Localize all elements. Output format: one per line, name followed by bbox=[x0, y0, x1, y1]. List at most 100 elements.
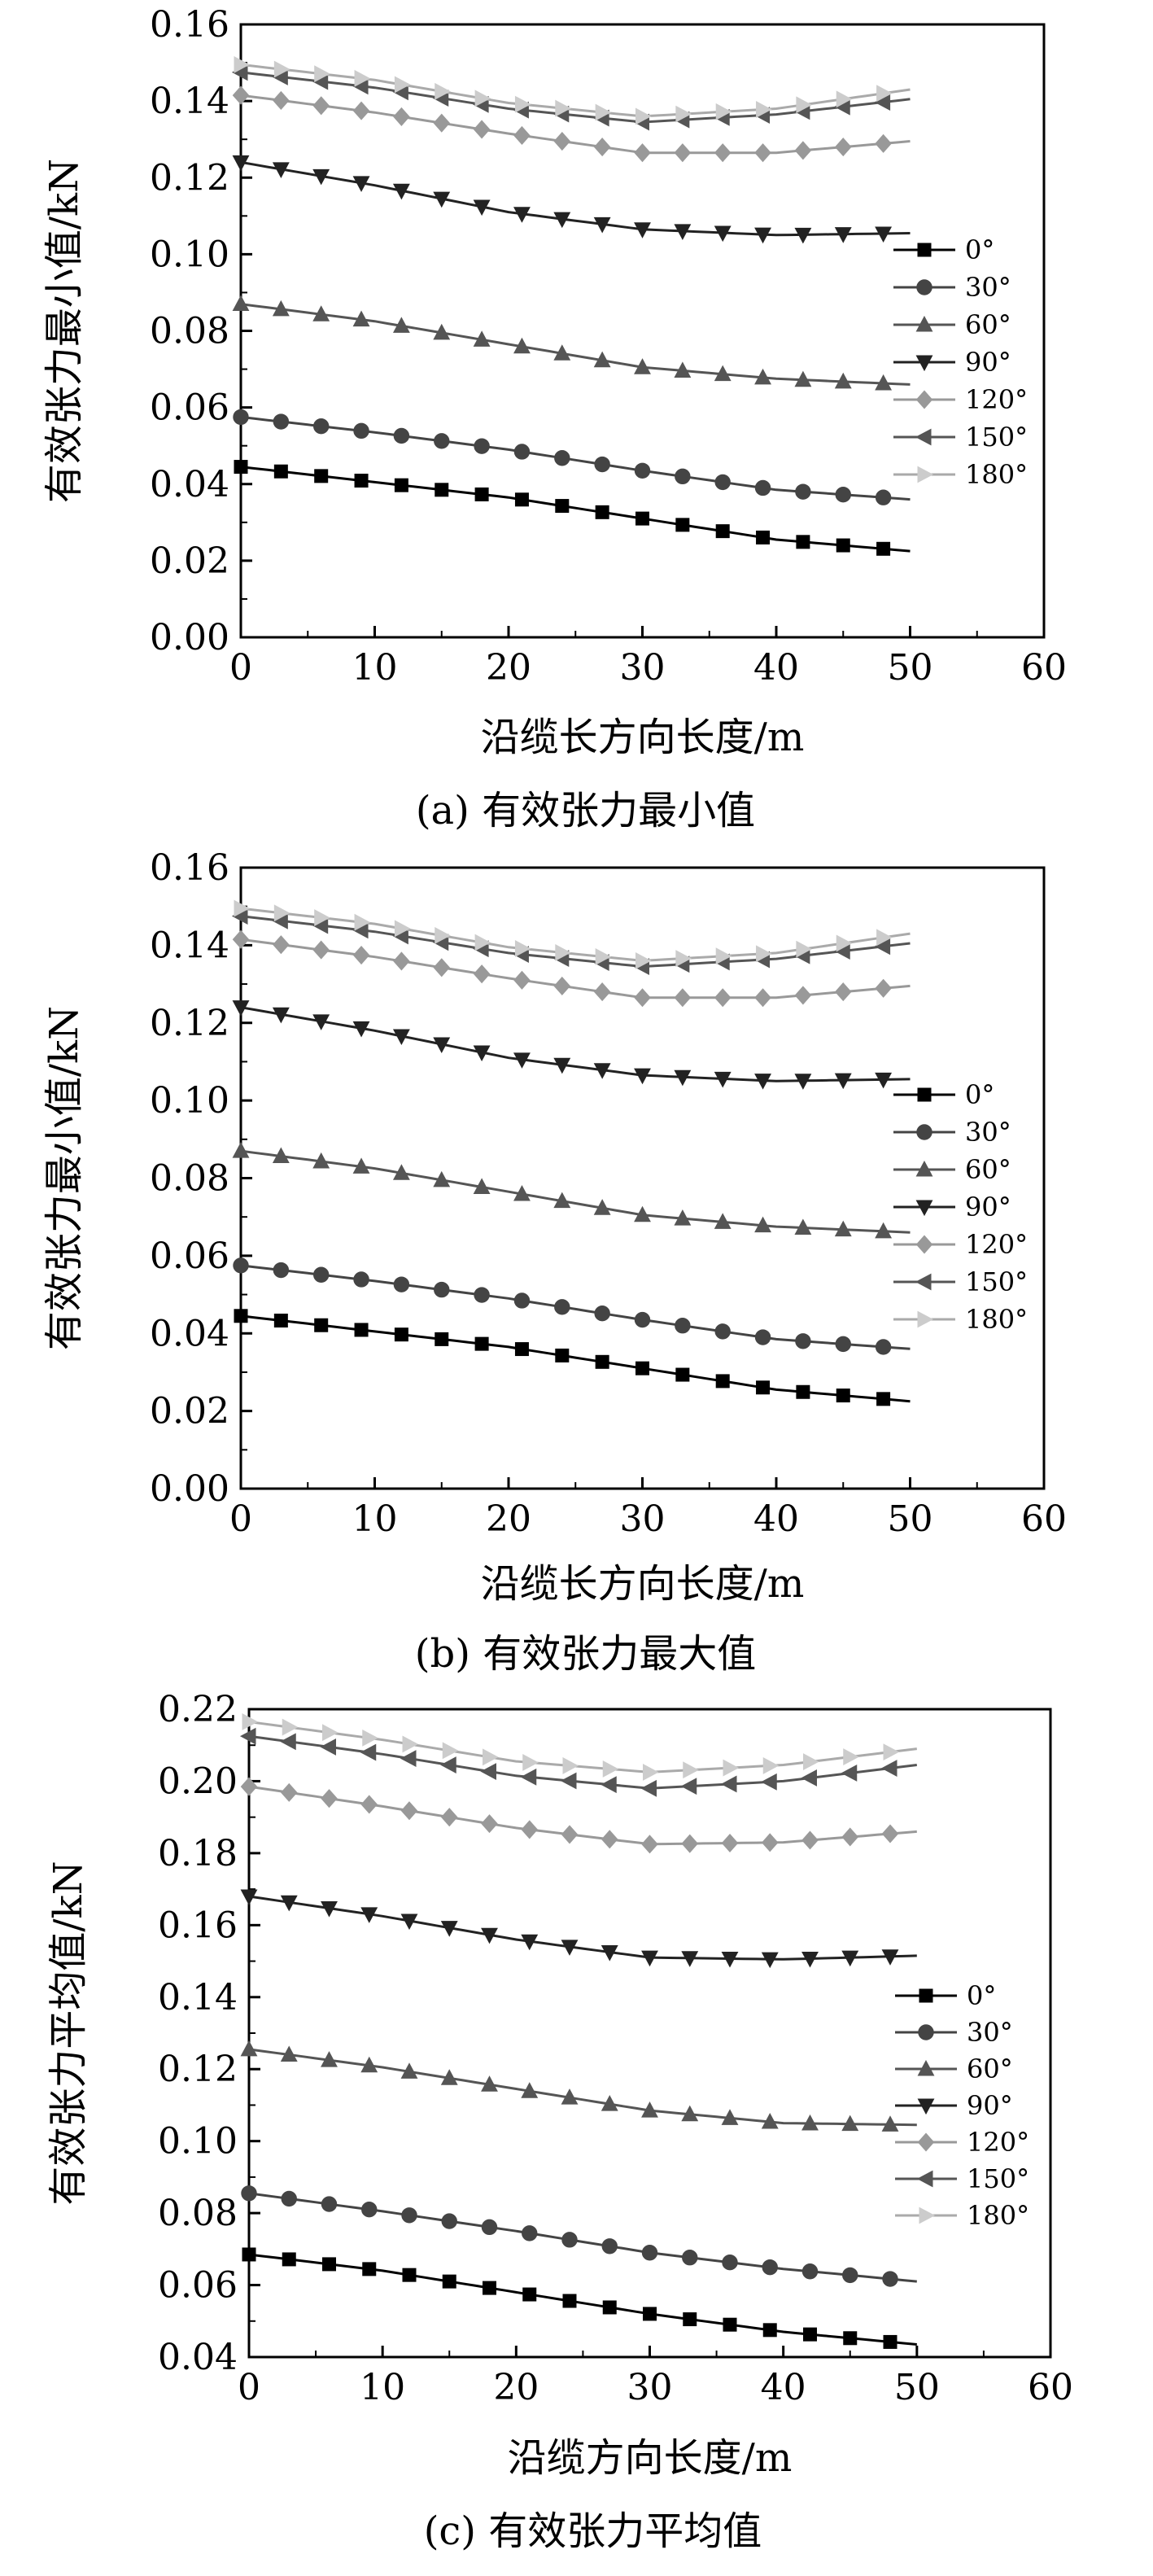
data-point bbox=[682, 2250, 698, 2266]
series-line bbox=[240, 160, 911, 237]
data-point bbox=[674, 224, 692, 240]
data-point bbox=[681, 2105, 699, 2122]
data-point bbox=[392, 1029, 410, 1046]
x-tick-label: 40 bbox=[753, 647, 799, 689]
data-point bbox=[402, 1735, 419, 1753]
legend-label: 30° bbox=[965, 1117, 1011, 1148]
data-point bbox=[754, 143, 771, 163]
data-point bbox=[392, 317, 410, 333]
data-point bbox=[360, 1795, 378, 1814]
panel-a: 0 10 20 30 40 50 60 0.00 0.02 0.04 0.06 0.08 0.10 0.1… bbox=[41, 4, 1067, 833]
data-point bbox=[834, 138, 852, 157]
data-point bbox=[834, 372, 852, 389]
data-point bbox=[354, 913, 371, 931]
data-point bbox=[721, 2109, 739, 2125]
data-point bbox=[240, 1777, 258, 1796]
data-point bbox=[280, 2045, 298, 2062]
y-tick-label: 0.04 bbox=[150, 1313, 229, 1354]
data-point bbox=[634, 462, 651, 479]
data-point bbox=[796, 1384, 810, 1399]
y-tick-label: 0.02 bbox=[150, 1391, 229, 1432]
data-point bbox=[835, 1336, 851, 1353]
data-point bbox=[762, 2259, 778, 2276]
x-tick-label: 0 bbox=[238, 2367, 260, 2408]
y-tick-label: 0.06 bbox=[158, 2265, 238, 2307]
data-point bbox=[401, 2207, 417, 2224]
data-point bbox=[882, 2271, 898, 2287]
x-tick-label: 20 bbox=[486, 1498, 531, 1540]
data-point bbox=[553, 212, 571, 229]
data-point bbox=[834, 982, 852, 1002]
data-point bbox=[481, 1927, 498, 1944]
data-point bbox=[513, 1292, 531, 1309]
data-point bbox=[674, 143, 692, 163]
legend-label: 0° bbox=[967, 1980, 996, 2011]
data-point bbox=[762, 2323, 777, 2338]
data-point bbox=[714, 474, 731, 491]
data-point bbox=[280, 1895, 298, 1912]
data-point bbox=[312, 96, 330, 116]
data-point bbox=[514, 492, 529, 507]
data-point bbox=[754, 479, 771, 496]
data-point bbox=[553, 1057, 571, 1074]
legend-label: 120° bbox=[965, 1229, 1028, 1260]
data-point bbox=[794, 141, 812, 160]
data-point bbox=[761, 1773, 777, 1791]
data-point bbox=[312, 940, 330, 960]
data-point bbox=[561, 1940, 579, 1956]
data-point bbox=[796, 535, 810, 549]
data-point bbox=[473, 1045, 491, 1062]
data-point bbox=[394, 920, 411, 938]
data-point bbox=[354, 69, 371, 87]
data-point bbox=[354, 474, 369, 488]
series-180° bbox=[234, 899, 911, 969]
data-point bbox=[352, 310, 370, 327]
data-point bbox=[240, 2040, 258, 2057]
data-point bbox=[440, 1808, 458, 1827]
data-point bbox=[481, 2219, 498, 2236]
data-point bbox=[393, 951, 410, 971]
data-point bbox=[272, 1147, 290, 1164]
legend-marker bbox=[915, 315, 933, 332]
y-tick-label: 0.16 bbox=[150, 847, 229, 889]
data-point bbox=[402, 2268, 417, 2282]
data-point bbox=[394, 76, 411, 94]
panel-b: 0 10 20 30 40 50 60 0.00 0.02 0.04 0.06 0.08 0.10 0.1… bbox=[41, 847, 1067, 1677]
legend-label: 60° bbox=[965, 309, 1011, 340]
data-point bbox=[675, 468, 691, 485]
data-point bbox=[841, 1765, 858, 1782]
data-point bbox=[875, 226, 893, 243]
series-90° bbox=[232, 155, 911, 244]
data-point bbox=[875, 1222, 893, 1239]
data-point bbox=[234, 899, 251, 917]
data-point bbox=[513, 125, 531, 146]
data-point bbox=[314, 909, 330, 926]
data-point bbox=[635, 107, 652, 125]
data-point bbox=[440, 1921, 458, 1937]
data-point bbox=[675, 1367, 690, 1382]
data-point bbox=[282, 1718, 299, 1736]
data-point bbox=[312, 1152, 330, 1169]
data-point bbox=[634, 358, 651, 374]
y-tick-label: 0.00 bbox=[150, 1468, 229, 1510]
y-tick-label: 0.22 bbox=[158, 1689, 238, 1730]
data-point bbox=[634, 988, 651, 1008]
series-120° bbox=[232, 85, 911, 163]
data-point bbox=[641, 1950, 658, 1967]
data-point bbox=[803, 1753, 819, 1770]
y-tick-label: 0.10 bbox=[158, 2121, 238, 2163]
data-point bbox=[836, 1389, 850, 1403]
data-point bbox=[352, 101, 370, 120]
data-point bbox=[314, 65, 330, 83]
y-tick-label: 0.00 bbox=[150, 617, 229, 658]
legend-label: 90° bbox=[967, 2090, 1013, 2121]
data-point bbox=[400, 2062, 418, 2079]
data-point bbox=[513, 1184, 531, 1201]
data-point bbox=[272, 300, 290, 317]
data-point bbox=[723, 2317, 737, 2332]
data-point bbox=[522, 2225, 538, 2241]
data-point bbox=[595, 505, 609, 519]
data-point bbox=[273, 60, 290, 78]
legend-label: 120° bbox=[967, 2127, 1029, 2158]
data-point bbox=[513, 1052, 531, 1069]
